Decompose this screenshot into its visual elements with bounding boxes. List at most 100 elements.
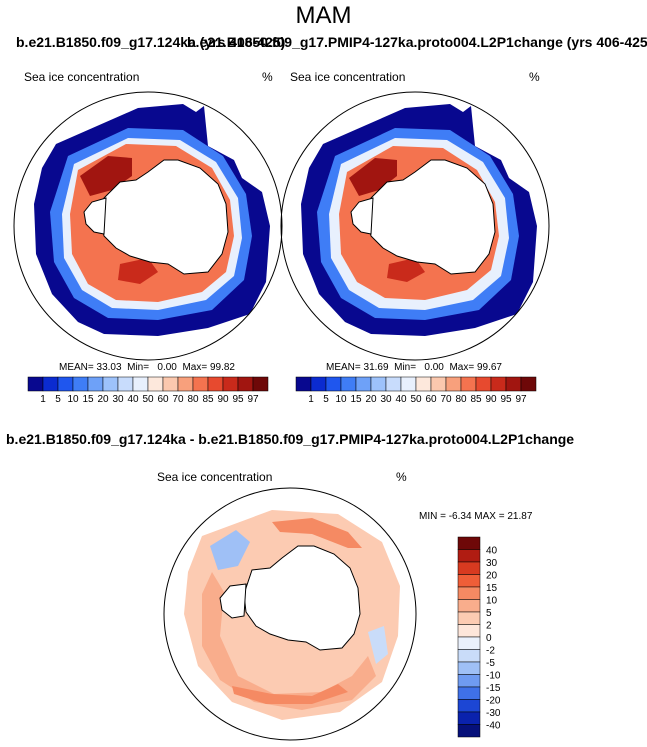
ross-high bbox=[118, 258, 158, 284]
colorbar-tick-label: 5 bbox=[323, 394, 329, 405]
colorbar-swatch bbox=[490, 376, 507, 392]
colorbar-swatch bbox=[57, 376, 74, 392]
colorbar-swatch bbox=[102, 376, 119, 392]
colorbar-swatch bbox=[457, 536, 481, 550]
colorbar-tick-label: 90 bbox=[217, 394, 229, 405]
colorbar-swatch bbox=[457, 549, 481, 563]
top-left-title: b.e21.B1850.f09_g17.124ka (yrs 406-425) bbox=[16, 34, 286, 50]
colorbar-tick-label: 85 bbox=[470, 394, 482, 405]
colorbar-tick-label: -2 bbox=[486, 646, 495, 657]
colorbar-tick-label: 97 bbox=[515, 394, 527, 405]
colorbar-swatch bbox=[457, 574, 481, 588]
colorbar-swatch bbox=[457, 674, 481, 688]
colorbar-swatch bbox=[505, 376, 522, 392]
antarctica-land bbox=[243, 545, 361, 651]
colorbar-swatch bbox=[370, 376, 387, 392]
colorbar-swatch bbox=[177, 376, 194, 392]
colorbar-swatch bbox=[252, 376, 269, 392]
colorbar-swatch bbox=[457, 624, 481, 638]
colorbar-tick-label: 50 bbox=[142, 394, 154, 405]
colorbar-tick-label: 15 bbox=[486, 583, 498, 594]
colorbar-tick-label: -30 bbox=[486, 708, 501, 719]
colorbar-swatch bbox=[295, 376, 312, 392]
panel1-variable-label: Sea ice concentration bbox=[24, 70, 140, 84]
colorbar-swatch bbox=[325, 376, 342, 392]
colorbar-tick-label: 1 bbox=[308, 394, 314, 405]
colorbar-tick-label: 50 bbox=[410, 394, 422, 405]
colorbar-swatch bbox=[457, 724, 481, 738]
colorbar-swatch bbox=[355, 376, 372, 392]
diff-positive-strong bbox=[232, 684, 348, 704]
colorbar-swatch bbox=[385, 376, 402, 392]
diff-title: b.e21.B1850.f09_g17.124ka - b.e21.B1850.… bbox=[6, 431, 575, 447]
colorbar-tick-label: 1 bbox=[40, 394, 46, 405]
colorbar-tick-label: 80 bbox=[455, 394, 467, 405]
colorbar-swatch bbox=[457, 611, 481, 625]
colorbar-tick-label: 70 bbox=[172, 394, 184, 405]
antarctica-land bbox=[99, 159, 229, 275]
colorbar-tick-label: 15 bbox=[82, 394, 94, 405]
peninsula bbox=[219, 583, 247, 619]
ross-high bbox=[387, 258, 425, 282]
colorbar-swatch bbox=[430, 376, 447, 392]
colorbar-swatch bbox=[475, 376, 492, 392]
colorbar-tick-label: 5 bbox=[486, 608, 492, 619]
panel1-stats: MEAN= 33.03 Min= 0.00 Max= 99.82 bbox=[59, 362, 235, 373]
colorbar-tick-label: 30 bbox=[380, 394, 392, 405]
colorbar-tick-label: 10 bbox=[335, 394, 347, 405]
weddell-max bbox=[80, 156, 132, 196]
panel2-colorbar: 1 5 10 15 20 30 40 50 60 70 80 85 90 95 97 bbox=[295, 376, 537, 405]
colorbar-tick-label: 5 bbox=[55, 394, 61, 405]
diff-negative-east bbox=[368, 626, 388, 664]
colorbar-swatch bbox=[117, 376, 134, 392]
colorbar-swatch bbox=[132, 376, 149, 392]
colorbar-tick-label: 95 bbox=[232, 394, 244, 405]
colorbar-swatch bbox=[460, 376, 477, 392]
colorbar-swatch bbox=[222, 376, 239, 392]
colorbar-tick-label: 10 bbox=[486, 596, 498, 607]
colorbar-tick-label: 40 bbox=[486, 546, 498, 557]
colorbar-tick-label: 40 bbox=[127, 394, 139, 405]
colorbar-tick-label: 30 bbox=[112, 394, 124, 405]
diff-units-label: % bbox=[396, 470, 407, 484]
colorbar-swatch bbox=[162, 376, 179, 392]
panel2-map bbox=[280, 91, 550, 361]
colorbar-tick-label: 20 bbox=[486, 571, 498, 582]
diff-stats: MIN = -6.34 MAX = 21.87 bbox=[419, 511, 533, 522]
panel1-map bbox=[13, 91, 283, 361]
colorbar-tick-label: 85 bbox=[202, 394, 214, 405]
colorbar-tick-label: 60 bbox=[425, 394, 437, 405]
colorbar-swatch bbox=[520, 376, 537, 392]
colorbar-swatch bbox=[340, 376, 357, 392]
colorbar-swatch bbox=[457, 699, 481, 713]
colorbar-tick-label: -40 bbox=[486, 721, 501, 732]
weddell-max bbox=[349, 158, 397, 196]
colorbar-tick-label: 97 bbox=[247, 394, 259, 405]
panel2-stats: MEAN= 31.69 Min= 0.00 Max= 99.67 bbox=[326, 362, 502, 373]
colorbar-swatch bbox=[457, 586, 481, 600]
colorbar-tick-label: 20 bbox=[365, 394, 377, 405]
colorbar-swatch bbox=[207, 376, 224, 392]
colorbar-swatch bbox=[457, 686, 481, 700]
colorbar-swatch bbox=[27, 376, 44, 392]
colorbar-tick-label: 95 bbox=[500, 394, 512, 405]
colorbar-tick-label: 15 bbox=[350, 394, 362, 405]
colorbar-swatch bbox=[457, 636, 481, 650]
top-right-title: b.e21.B1850.f09_g17.PMIP4-127ka.proto004… bbox=[187, 34, 647, 50]
colorbar-tick-label: 60 bbox=[157, 394, 169, 405]
colorbar-swatch bbox=[192, 376, 209, 392]
colorbar-tick-label: 20 bbox=[97, 394, 109, 405]
colorbar-tick-label: 40 bbox=[395, 394, 407, 405]
page-title: MAM bbox=[295, 2, 352, 29]
colorbar-swatch bbox=[457, 599, 481, 613]
panel1-colorbar: 1 5 10 15 20 30 40 50 60 70 80 85 90 95 97 bbox=[27, 376, 269, 405]
diff-positive-mid bbox=[202, 572, 376, 710]
colorbar-swatch bbox=[415, 376, 432, 392]
colorbar-swatch bbox=[87, 376, 104, 392]
colorbar-swatch bbox=[310, 376, 327, 392]
colorbar-tick-label: -5 bbox=[486, 658, 495, 669]
peninsula bbox=[83, 197, 107, 235]
colorbar-tick-label: 0 bbox=[486, 633, 492, 644]
colorbar-swatch bbox=[42, 376, 59, 392]
